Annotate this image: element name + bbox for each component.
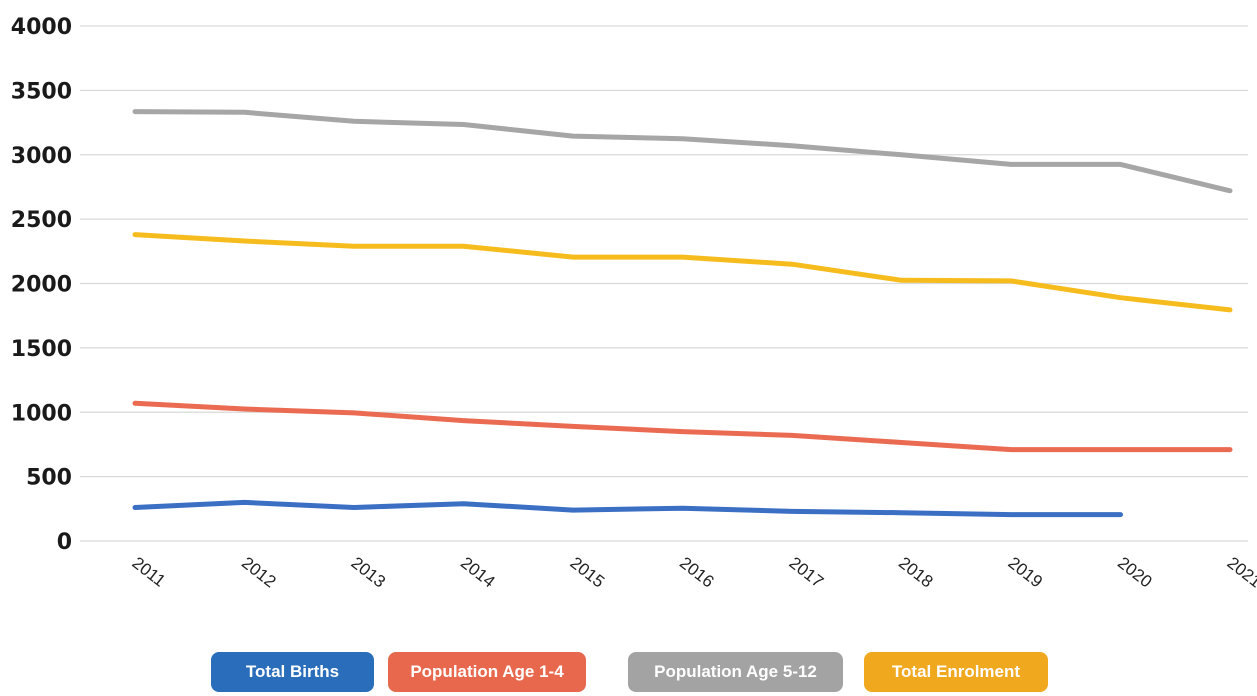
x-tick-label: 2021 bbox=[1224, 553, 1257, 591]
y-tick-label: 1000 bbox=[11, 401, 72, 426]
legend: Total Births Population Age 1-4 Populati… bbox=[0, 652, 1257, 692]
legend-item-population-age-5-12[interactable]: Population Age 5-12 bbox=[628, 652, 843, 692]
x-tick-label: 2017 bbox=[786, 553, 828, 591]
x-tick-label: 2013 bbox=[348, 553, 390, 591]
x-tick-label: 2011 bbox=[129, 553, 170, 590]
x-tick-label: 2012 bbox=[238, 553, 280, 591]
legend-item-total-births[interactable]: Total Births bbox=[211, 652, 374, 692]
legend-item-total-enrolment[interactable]: Total Enrolment bbox=[864, 652, 1048, 692]
x-tick-label: 2015 bbox=[567, 553, 609, 591]
y-tick-label: 500 bbox=[26, 466, 72, 491]
y-tick-label: 3500 bbox=[11, 79, 72, 104]
gridlines bbox=[80, 25, 1248, 542]
y-axis-ticks: 0 500 1000 1500 2000 2500 3000 3500 4000 bbox=[11, 15, 72, 555]
series-line-population-age-1-4 bbox=[132, 400, 1233, 453]
y-tick-label: 3000 bbox=[11, 144, 72, 169]
x-tick-label: 2018 bbox=[895, 553, 937, 591]
series-line-total-births bbox=[132, 499, 1123, 518]
x-tick-label: 2014 bbox=[457, 553, 499, 591]
y-tick-label: 2000 bbox=[11, 273, 72, 298]
y-tick-label: 0 bbox=[57, 530, 72, 555]
x-tick-label: 2016 bbox=[676, 553, 718, 591]
series-lines bbox=[132, 109, 1233, 518]
legend-item-population-age-1-4[interactable]: Population Age 1-4 bbox=[388, 652, 586, 692]
series-line-total-enrolment bbox=[132, 232, 1233, 313]
y-tick-label: 1500 bbox=[11, 337, 72, 362]
series-line-population-age-5-12 bbox=[132, 109, 1233, 194]
y-tick-label: 4000 bbox=[11, 15, 72, 40]
y-tick-label: 2500 bbox=[11, 208, 72, 233]
x-axis-ticks: 2011 2012 2013 2014 2015 2016 2017 2018 2019 2020… bbox=[129, 553, 1257, 591]
x-tick-label: 2019 bbox=[1005, 553, 1047, 591]
x-tick-label: 2020 bbox=[1114, 553, 1156, 591]
